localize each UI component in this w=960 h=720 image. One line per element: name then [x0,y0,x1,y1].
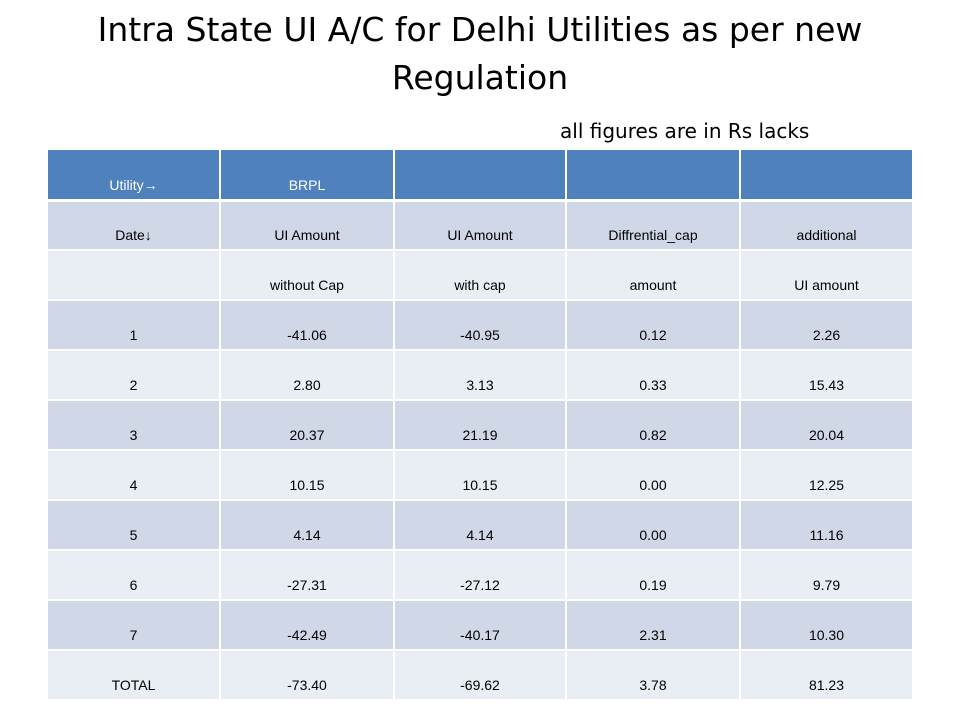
table-cell: 2.26 [740,300,912,351]
column-label [48,250,221,301]
table-cell: 20.37 [220,400,395,451]
table-cell: -27.12 [394,550,567,601]
table-cell: -42.49 [220,600,395,651]
header-cell-empty [566,150,741,202]
total-cell: 3.78 [566,650,741,701]
table-cell: 0.00 [566,500,741,551]
date-cell: 7 [48,600,221,651]
column-label: Diffrential_cap [566,200,741,251]
table-cell: 9.79 [740,550,912,601]
column-label: UI Amount [220,200,395,251]
table-cell: 10.30 [740,600,912,651]
ui-account-table: Utility→ BRPL Date↓ UI Amount UI Amount … [48,150,912,701]
table-row: 7 -42.49 -40.17 2.31 10.30 [48,600,912,651]
units-note: all figures are in Rs lacks [560,119,810,143]
table-cell: 15.43 [740,350,912,401]
table-row: 6 -27.31 -27.12 0.19 9.79 [48,550,912,601]
total-label: TOTAL [48,650,221,701]
table-cell: 0.82 [566,400,741,451]
table-cell: 10.15 [220,450,395,501]
slide-title: Intra State UI A/C for Delhi Utilities a… [97,10,863,97]
total-cell: -73.40 [220,650,395,701]
table-subheader-row: without Cap with cap amount UI amount [48,250,912,301]
table-cell: -41.06 [220,300,395,351]
column-label: with cap [394,250,567,301]
table-cell: 2.31 [566,600,741,651]
header-cell-utility: Utility→ [48,150,221,202]
table-cell: 4.14 [220,500,395,551]
table-cell: -40.95 [394,300,567,351]
table-cell: 3.13 [394,350,567,401]
table-row: 2 2.80 3.13 0.33 15.43 [48,350,912,401]
column-label: without Cap [220,250,395,301]
date-cell: 2 [48,350,221,401]
table-cell: 0.19 [566,550,741,601]
table-cell: 11.16 [740,500,912,551]
table-header-row: Utility→ BRPL [48,150,912,202]
table-cell: 10.15 [394,450,567,501]
table-row: 1 -41.06 -40.95 0.12 2.26 [48,300,912,351]
header-cell-empty [394,150,567,202]
table-cell: 0.12 [566,300,741,351]
date-cell: 5 [48,500,221,551]
table-cell: -40.17 [394,600,567,651]
column-label: additional [740,200,912,251]
date-cell: 6 [48,550,221,601]
column-label: amount [566,250,741,301]
date-cell: 3 [48,400,221,451]
column-label: UI amount [740,250,912,301]
table-cell: 20.04 [740,400,912,451]
total-cell: 81.23 [740,650,912,701]
table-row: 4 10.15 10.15 0.00 12.25 [48,450,912,501]
column-label: Date↓ [48,200,221,251]
total-row: TOTAL -73.40 -69.62 3.78 81.23 [48,650,912,701]
table-cell: -27.31 [220,550,395,601]
total-cell: -69.62 [394,650,567,701]
table-row: 3 20.37 21.19 0.82 20.04 [48,400,912,451]
table-cell: 0.00 [566,450,741,501]
date-cell: 1 [48,300,221,351]
table-row: 5 4.14 4.14 0.00 11.16 [48,500,912,551]
table-subheader-row: Date↓ UI Amount UI Amount Diffrential_ca… [48,200,912,251]
column-label: UI Amount [394,200,567,251]
table-cell: 0.33 [566,350,741,401]
date-cell: 4 [48,450,221,501]
table-cell: 4.14 [394,500,567,551]
table-cell: 21.19 [394,400,567,451]
header-cell-brpl: BRPL [220,150,395,202]
header-cell-empty [740,150,912,202]
table-cell: 2.80 [220,350,395,401]
table-cell: 12.25 [740,450,912,501]
